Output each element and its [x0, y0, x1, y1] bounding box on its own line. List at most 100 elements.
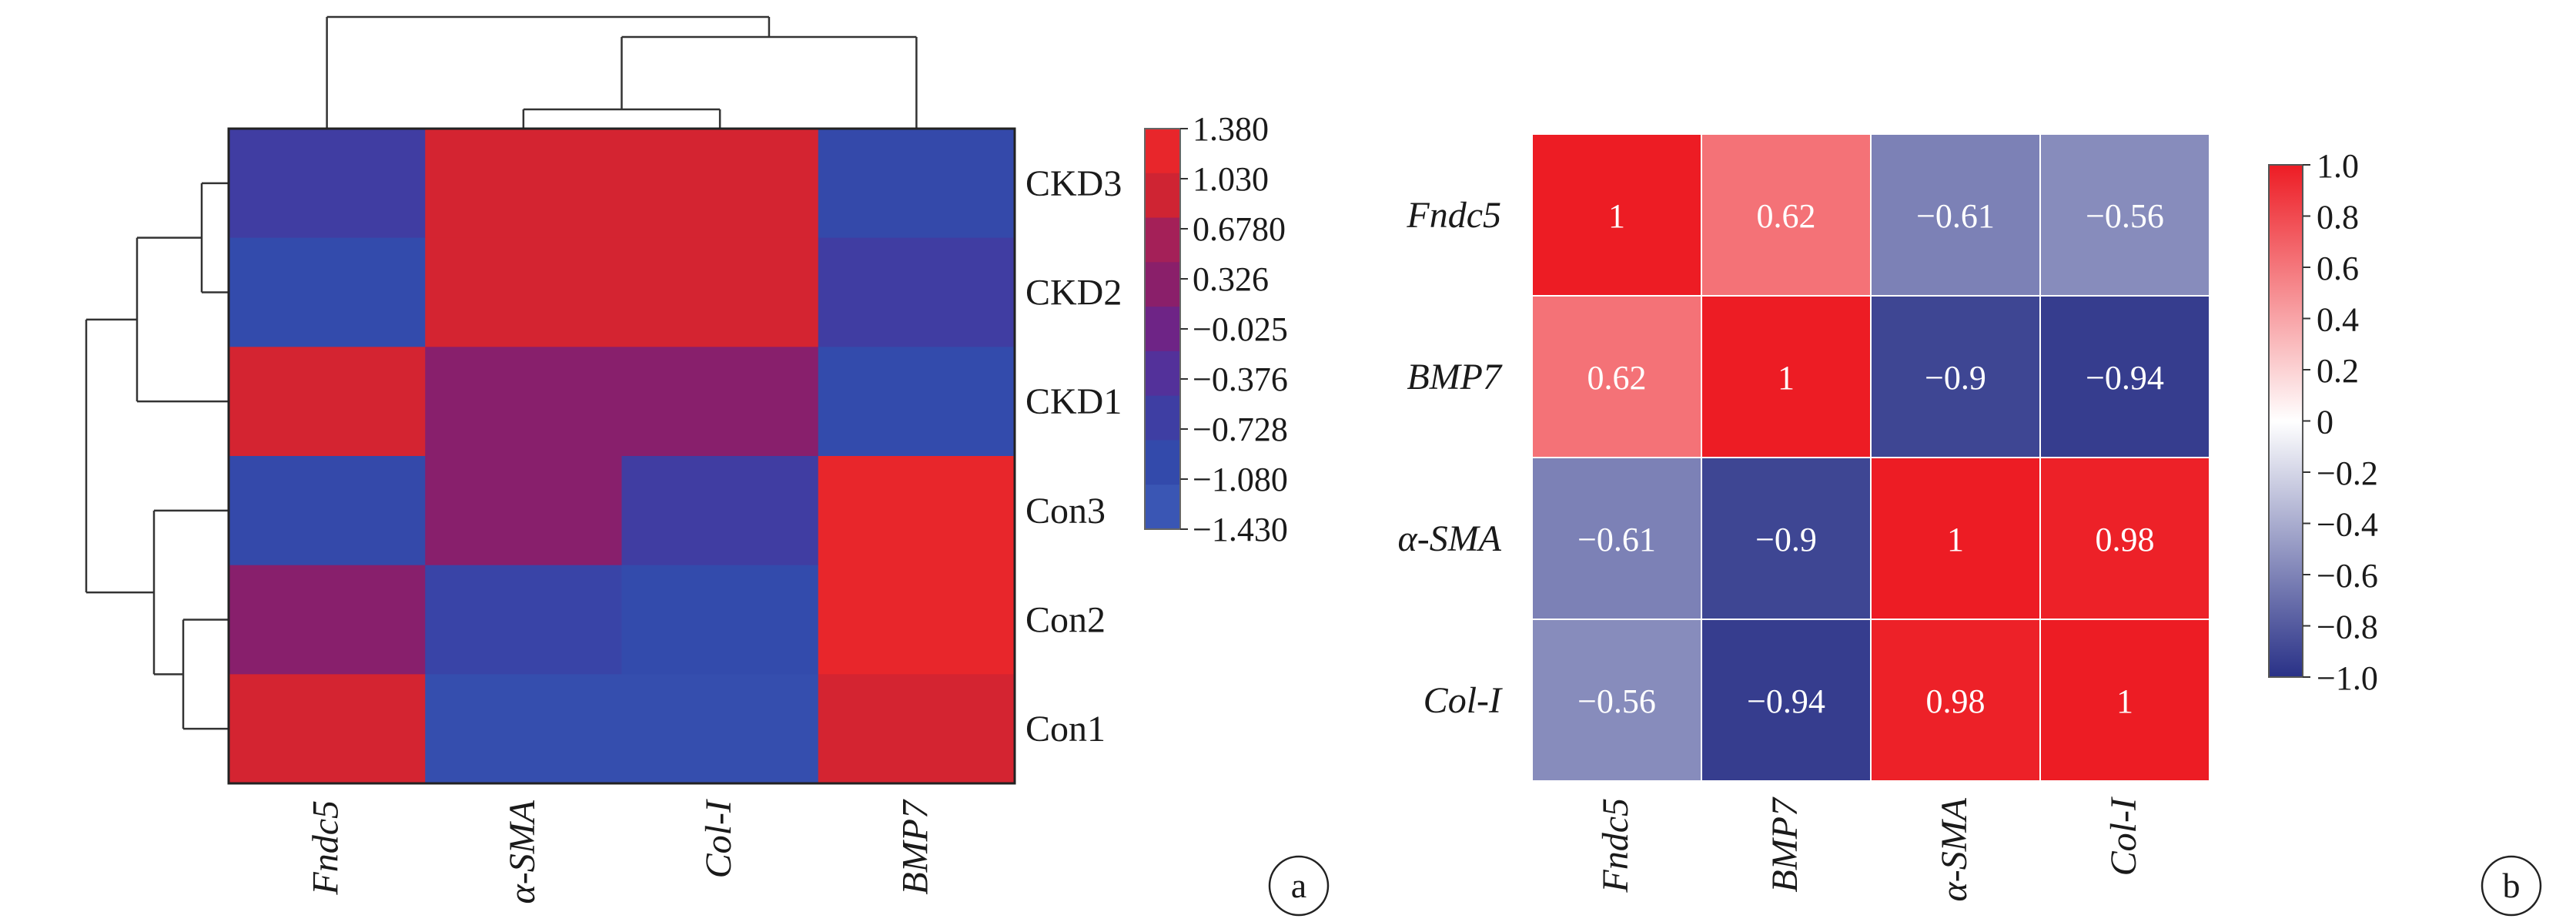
colorbar-b-tick-label: 0	[2317, 404, 2333, 441]
heatmap-b-row-label: α-SMA	[1398, 518, 1502, 559]
colorbar-b-tick-label: −0.6	[2317, 557, 2378, 595]
heatmap-a-cell-con2-4	[818, 565, 1015, 675]
heatmap-b-cell-label: 0.98	[1926, 682, 1986, 720]
heatmap-b-cell-label: −0.61	[1916, 197, 1995, 235]
heatmap-b-cell	[1870, 619, 2041, 782]
heatmap-a-frame	[227, 127, 1016, 785]
heatmap-b-cell-label: −0.94	[2086, 359, 2164, 397]
heatmap-a-column-label: Col-I	[698, 799, 739, 878]
panel-b-correlation-heatmap: 1 0.62 −0.61 −0.56 0.62 1 −0.9 −0.94 −0.61 −0.9 1 0…	[1398, 133, 2542, 917]
heatmap-b-cell-label: −0.56	[2086, 197, 2164, 235]
panel-a-clustered-heatmap: CKD3 CKD2 CKD1 Con3 Con2 Con1 Fndc5 α-SMA Col-I…	[85, 15, 1330, 917]
colorbar-a-band	[1145, 262, 1180, 307]
heatmap-b-cell-label: 0.62	[1757, 197, 1816, 235]
heatmap-a-cell-con3-4	[818, 456, 1015, 566]
heatmap-b-cell	[2039, 619, 2210, 782]
column-dendrogram	[326, 15, 918, 129]
heatmap-b-cell	[1870, 295, 2041, 458]
heatmap-b-cell	[2039, 457, 2210, 620]
heatmap-b-cell	[1701, 295, 1872, 458]
heatmap-b-cell	[1870, 457, 2041, 620]
heatmap-a-cell-ckd1-4	[818, 347, 1015, 457]
heatmap-b-column-label: BMP7	[1765, 796, 1805, 893]
colorbar-a-band	[1145, 440, 1180, 485]
colorbar-a-tick-label: −1.080	[1193, 461, 1288, 498]
colorbar-a-band	[1145, 173, 1180, 219]
colorbar-a-tick-label: 0.6780	[1193, 210, 1286, 248]
colorbar-a-band	[1145, 395, 1180, 441]
colorbar-a-tick-label: −1.430	[1193, 511, 1288, 548]
colorbar-b-tick-label: −0.8	[2317, 609, 2378, 646]
heatmap-a-cell-ckd3-1	[229, 129, 426, 239]
colorbar-b-tick-label: 0.2	[2317, 352, 2359, 390]
colorbar-a-tick-label: −0.728	[1193, 411, 1288, 448]
colorbar-a-tick-label: −0.025	[1193, 310, 1288, 348]
heatmap-b-cell-label: −0.61	[1577, 521, 1656, 558]
heatmap-a-cell-con1-2	[425, 674, 622, 784]
heatmap-b-cell	[1531, 619, 1702, 782]
heatmap-a-cell-ckd3-4	[818, 129, 1015, 239]
heatmap-b-cell-label: 0.62	[1587, 359, 1647, 397]
colorbar-b-tick-label: 0.4	[2317, 301, 2359, 339]
heatmap-a-column-labels: Fndc5 α-SMA Col-I BMP7	[306, 799, 936, 904]
heatmap-a-column-label: α-SMA	[502, 800, 543, 904]
colorbar-a-tick-label: −0.376	[1193, 360, 1288, 398]
heatmap-b-cell	[1701, 457, 1872, 620]
colorbar-a-band	[1145, 484, 1180, 530]
heatmap-a-row-label: Con1	[1025, 709, 1106, 749]
heatmap-b-cell-label: 0.98	[2096, 521, 2155, 558]
colorbar-b-tick-label: 1.0	[2317, 147, 2359, 185]
colorbar-a-band	[1145, 217, 1180, 263]
panel-a-tag-circle	[1268, 855, 1330, 917]
heatmap-a-row-label: CKD3	[1025, 163, 1122, 204]
heatmap-a-cell-con2-1	[229, 565, 426, 675]
heatmap-b-column-label: Col-I	[2103, 796, 2144, 876]
heatmap-a-cell-ckd2-4	[818, 237, 1015, 347]
heatmap-b-row-label: Fndc5	[1406, 195, 1501, 236]
panel-a-tag-text: a	[1291, 866, 1306, 905]
row-dendrogram	[85, 182, 229, 730]
heatmap-b-cell-label: −0.9	[1755, 521, 1817, 558]
panel-b-tag-circle	[2481, 855, 2542, 917]
heatmap-b-cell	[1531, 133, 1702, 297]
heatmap-a-cell-con3-2	[425, 456, 622, 566]
heatmap-a-cell-con1-3	[621, 674, 819, 784]
colorbar-b-tick-label: 0.6	[2317, 250, 2359, 287]
heatmap-b-cell	[1701, 619, 1872, 782]
heatmap-b-cell-label: −0.9	[1925, 359, 1986, 397]
heatmap-b-row-label: Col-I	[1423, 680, 1503, 721]
heatmap-b-cell	[1870, 133, 2041, 297]
colorbar-a-tick-label: 1.380	[1193, 110, 1269, 148]
heatmap-a-row-label: CKD2	[1025, 273, 1122, 313]
heatmap-b-cell-label: −0.94	[1747, 682, 1825, 720]
heatmap-b-cell-label: 1	[2116, 682, 2133, 720]
heatmap-a-cell-ckd2-3	[621, 237, 819, 347]
colorbar-b-tick-label: −1.0	[2317, 659, 2378, 697]
heatmap-b-cell	[1531, 457, 1702, 620]
heatmap-a-row-label: CKD1	[1025, 381, 1122, 422]
heatmap-b-cell-label: −0.56	[1577, 682, 1656, 720]
heatmap-b-cell-label: 1	[1778, 359, 1795, 397]
colorbar-b: 1.0 0.8 0.6 0.4 0.2 0 −0.2 −0.4 −0.6 −0.8 −1.0	[2268, 147, 2378, 697]
colorbar-b-gradient	[2268, 164, 2303, 678]
heatmap-b-row-labels: Fndc5 BMP7 α-SMA Col-I	[1398, 195, 1503, 721]
heatmap-b-column-label: α-SMA	[1934, 797, 1975, 901]
heatmap-b-cell-label: 1	[1608, 197, 1625, 235]
heatmap-a-cell-con3-3	[621, 456, 819, 566]
heatmap-a-cell-ckd3-2	[425, 129, 622, 239]
heatmap-a-cell-con1-4	[818, 674, 1015, 784]
colorbar-a-band	[1145, 350, 1180, 397]
colorbar-a: 1.380 1.030 0.6780 0.326 −0.025 −0.376 −0.728 −…	[1144, 110, 1288, 548]
colorbar-b-tick-label: 0.8	[2317, 199, 2359, 236]
heatmap-a-cell-ckd2-2	[425, 237, 622, 347]
heatmap-b-cells: 1 0.62 −0.61 −0.56 0.62 1 −0.9 −0.94 −0.61 −0.9 1 0…	[1531, 133, 2210, 782]
heatmap-a-cell-ckd1-2	[425, 347, 622, 457]
heatmap-a-row-label: Con2	[1025, 600, 1106, 641]
heatmap-a-row-labels: CKD3 CKD2 CKD1 Con3 Con2 Con1	[1025, 163, 1122, 749]
heatmap-a-cells	[229, 129, 1015, 784]
heatmap-b-cell	[2039, 295, 2210, 458]
heatmap-b-column-labels: Fndc5 BMP7 α-SMA Col-I	[1595, 796, 2144, 901]
heatmap-a-cell-con2-3	[621, 565, 819, 675]
heatmap-b-column-label: Fndc5	[1595, 798, 1636, 894]
